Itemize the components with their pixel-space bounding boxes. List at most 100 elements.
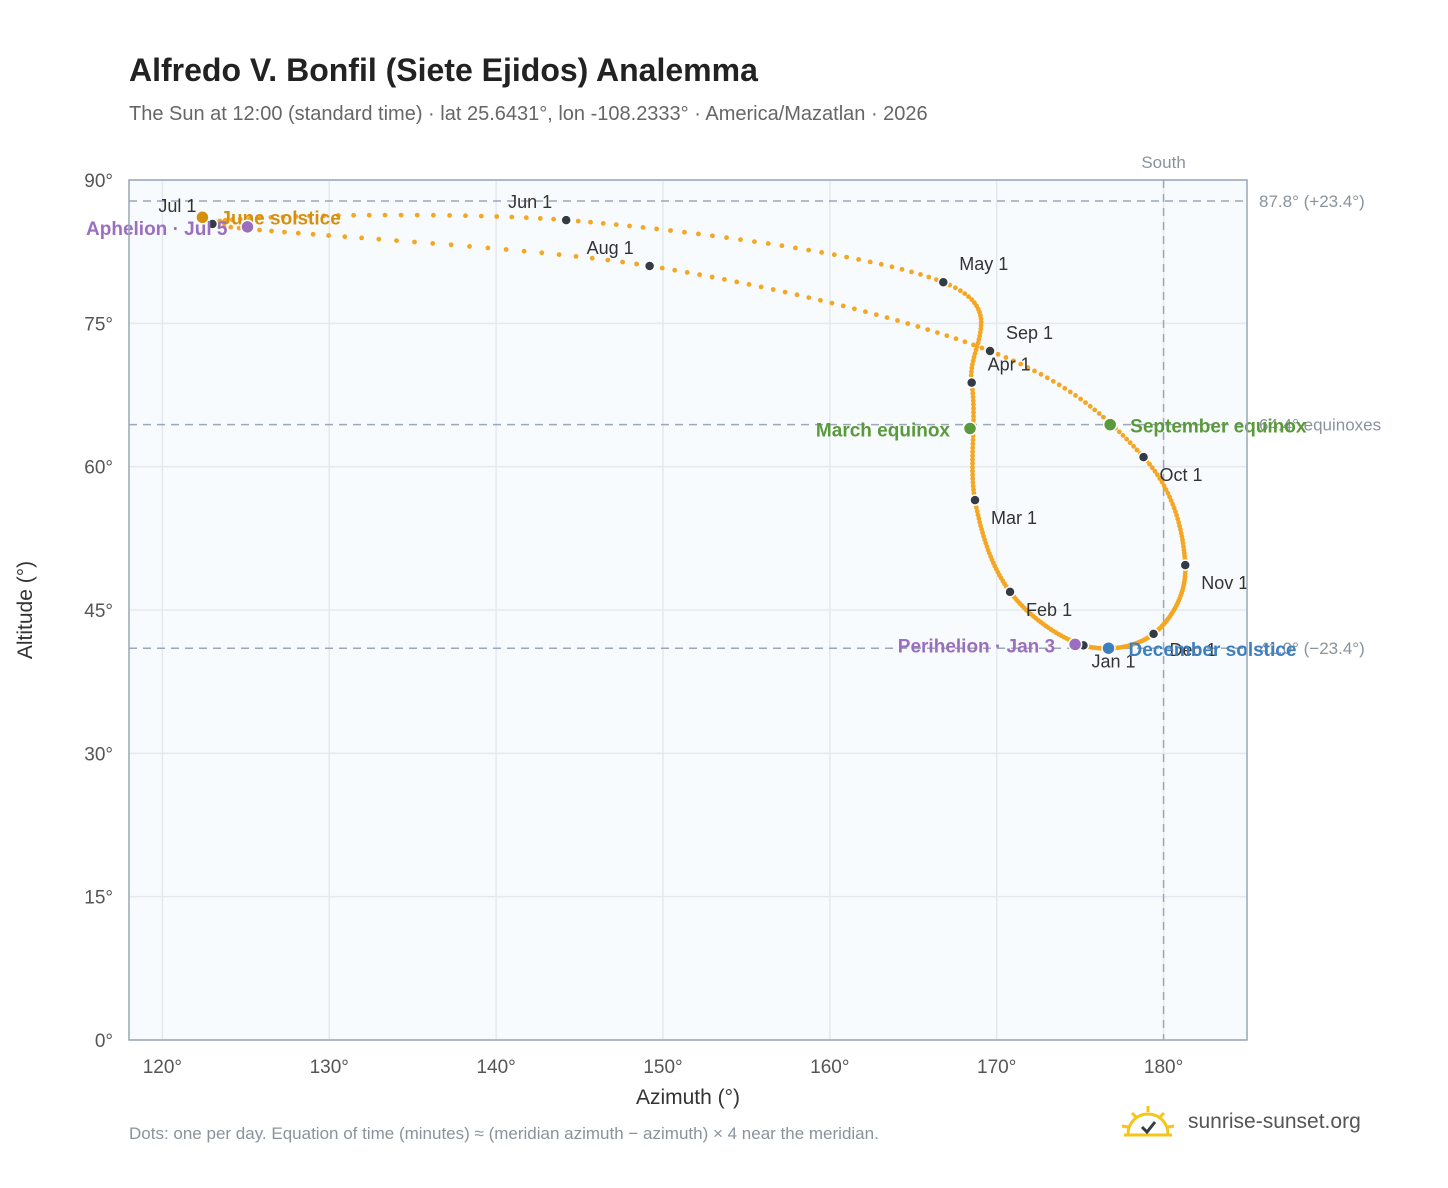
daily-dot bbox=[852, 306, 857, 312]
daily-dot bbox=[944, 333, 950, 339]
month-marker bbox=[1004, 586, 1016, 598]
daily-dot bbox=[1018, 361, 1024, 367]
daily-dot bbox=[620, 259, 625, 265]
daily-dot bbox=[575, 218, 581, 224]
daily-dot bbox=[973, 347, 979, 353]
daily-dot bbox=[971, 342, 976, 348]
chart-title: Alfredo V. Bonfil (Siete Ejidos) Analemm… bbox=[129, 52, 758, 88]
daily-dot bbox=[970, 461, 975, 466]
daily-dot bbox=[1171, 505, 1177, 511]
daily-dot bbox=[448, 242, 454, 248]
daily-dot bbox=[478, 213, 484, 219]
daily-dot bbox=[734, 279, 740, 285]
month-marker bbox=[984, 345, 996, 357]
reference-line-label: South bbox=[1141, 153, 1185, 172]
daily-dot bbox=[970, 445, 976, 451]
daily-dot bbox=[1149, 465, 1155, 471]
daily-dot bbox=[605, 257, 611, 263]
y-tick-label: 30° bbox=[84, 744, 113, 765]
x-tick-label: 180° bbox=[1144, 1057, 1183, 1078]
y-tick-label: 0° bbox=[95, 1031, 113, 1052]
x-axis-label: Azimuth (°) bbox=[636, 1086, 740, 1109]
daily-dot bbox=[970, 437, 976, 443]
daily-dot bbox=[1127, 440, 1133, 446]
daily-dot bbox=[972, 351, 978, 356]
daily-dot bbox=[668, 228, 673, 233]
daily-dot bbox=[969, 297, 975, 302]
daily-sun-dots bbox=[209, 212, 1188, 651]
daily-dot bbox=[237, 216, 243, 222]
daily-dot bbox=[970, 480, 976, 485]
daily-dot bbox=[953, 336, 959, 342]
axis-ticks: 120° 130° 140° 150° 160° 170° 180° 0° 15° 30° 45° 6… bbox=[84, 171, 1183, 1078]
daily-dot bbox=[467, 244, 472, 249]
daily-dot bbox=[1170, 501, 1176, 507]
month-marker bbox=[1147, 628, 1160, 640]
event-marker bbox=[1101, 640, 1116, 656]
daily-dot bbox=[494, 214, 500, 219]
daily-dot bbox=[1163, 487, 1169, 492]
daily-dot bbox=[217, 218, 223, 224]
daily-dot bbox=[431, 212, 436, 218]
daily-dot bbox=[627, 223, 632, 229]
month-marker bbox=[937, 276, 950, 288]
brand-logo[interactable]: sunrise-sunset.org bbox=[1120, 1100, 1361, 1144]
chart-footnote: Dots: one per day. Equation of time (min… bbox=[129, 1124, 879, 1143]
daily-dot bbox=[1073, 393, 1078, 398]
daily-dot bbox=[710, 233, 715, 239]
daily-dot bbox=[970, 483, 976, 489]
daily-dot bbox=[523, 215, 529, 221]
daily-dot bbox=[539, 250, 545, 256]
daily-dot bbox=[970, 468, 975, 474]
month-marker bbox=[1137, 451, 1150, 463]
month-label: Mar 1 bbox=[991, 508, 1037, 528]
daily-dot bbox=[485, 245, 491, 251]
daily-dot bbox=[977, 330, 983, 335]
daily-dot bbox=[1078, 396, 1083, 402]
event-label: Perihelion · Jan 3 bbox=[898, 636, 1055, 657]
daily-dot bbox=[634, 261, 639, 267]
daily-dot bbox=[806, 247, 811, 253]
daily-dot bbox=[878, 261, 884, 267]
daily-dot bbox=[1176, 520, 1182, 525]
daily-dot bbox=[1038, 371, 1044, 377]
event-marker bbox=[240, 219, 255, 235]
event-label: September equinox bbox=[1130, 417, 1307, 438]
daily-dot bbox=[972, 300, 977, 306]
daily-dot bbox=[366, 212, 372, 218]
daily-dot bbox=[672, 267, 678, 273]
daily-dot bbox=[282, 229, 287, 235]
daily-dot bbox=[1155, 472, 1160, 478]
month-marker bbox=[643, 260, 656, 272]
daily-dot bbox=[915, 324, 921, 329]
daily-dot bbox=[1157, 476, 1163, 481]
daily-dot bbox=[600, 221, 606, 226]
month-label: Feb 1 bbox=[1026, 600, 1072, 620]
daily-dot bbox=[966, 294, 971, 299]
daily-dot bbox=[293, 214, 299, 219]
daily-dot bbox=[724, 235, 729, 241]
daily-dot bbox=[782, 289, 788, 295]
daily-dot bbox=[537, 216, 543, 221]
daily-dot bbox=[321, 213, 327, 219]
daily-dot bbox=[971, 354, 977, 360]
daily-dot bbox=[257, 227, 262, 233]
daily-dot bbox=[962, 291, 968, 296]
daily-dot bbox=[1087, 403, 1093, 409]
reference-line-label: 87.8° (+23.4°) bbox=[1259, 192, 1365, 211]
daily-dot bbox=[556, 252, 562, 257]
month-label: Apr 1 bbox=[988, 355, 1031, 375]
daily-dot bbox=[794, 292, 800, 298]
daily-dot bbox=[962, 339, 968, 345]
daily-dot bbox=[970, 453, 975, 459]
month-label: Jan 1 bbox=[1091, 651, 1135, 671]
month-markers: Jan 1 Feb 1 Mar 1 Apr 1 May 1 Jun 1 Jul 1 Aug 1… bbox=[158, 192, 1248, 671]
month-label: May 1 bbox=[959, 254, 1008, 274]
event-markers: March equinox September equinox June solst… bbox=[86, 208, 1307, 661]
daily-dot bbox=[1067, 389, 1073, 395]
month-marker bbox=[1179, 559, 1192, 571]
daily-dot bbox=[968, 372, 974, 378]
daily-dot bbox=[280, 214, 286, 220]
daily-dot bbox=[970, 476, 976, 482]
